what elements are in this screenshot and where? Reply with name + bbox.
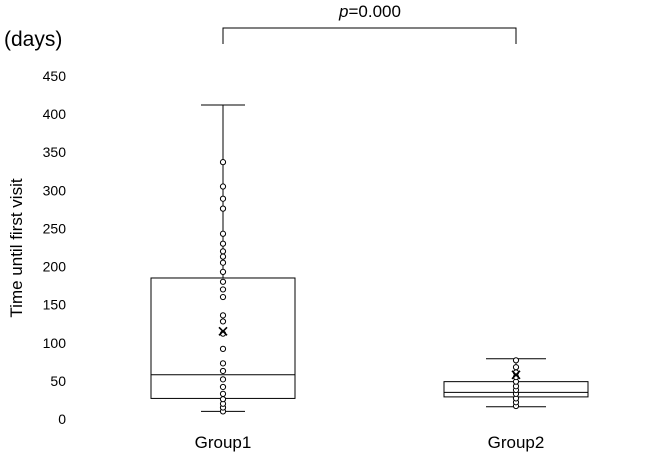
data-point: [219, 376, 227, 383]
x-axis-labels: Group1 Group2: [195, 433, 545, 452]
y-tick-label: 0: [58, 411, 66, 427]
data-point: [219, 240, 227, 247]
y-tick-label: 200: [43, 259, 67, 275]
x-category-label: Group2: [488, 433, 545, 452]
data-point: [219, 293, 227, 301]
y-tick-label: 400: [43, 106, 67, 122]
y-axis-title: Time until first visit: [7, 178, 26, 317]
data-point: [219, 183, 227, 190]
p-symbol: p: [338, 2, 348, 21]
data-point: [219, 312, 227, 319]
data-point: [219, 390, 227, 397]
mean-marker: [218, 326, 228, 336]
data-points: [218, 159, 521, 415]
data-point: [219, 195, 227, 202]
data-point: [219, 159, 227, 166]
x-category-label: Group1: [195, 433, 252, 452]
data-point: [219, 318, 227, 325]
y-unit-label: (days): [4, 28, 62, 51]
data-point: [219, 345, 227, 352]
data-point: [219, 205, 227, 212]
data-point: [219, 367, 227, 375]
significance-bracket: p=0.000: [222, 2, 517, 44]
y-tick-label: 350: [43, 144, 67, 160]
data-point: [512, 364, 520, 371]
data-point: [219, 383, 227, 391]
p-value-label: p=0.000: [338, 2, 401, 21]
y-tick-label: 300: [43, 182, 67, 198]
box-layer: [150, 104, 589, 412]
data-point: [219, 253, 227, 260]
data-point: [219, 268, 227, 275]
y-tick-label: 150: [43, 297, 67, 313]
y-tick-label: 50: [50, 373, 66, 389]
data-point: [219, 259, 227, 266]
y-axis: 0 50 100 150 200 250 300 350 400 450: [43, 68, 67, 427]
data-point: [219, 230, 227, 237]
data-point: [219, 278, 227, 285]
data-point: [219, 248, 227, 255]
data-point: [219, 360, 227, 367]
y-tick-label: 250: [43, 220, 67, 236]
bracket-line: [222, 27, 517, 44]
p-value: =0.000: [348, 2, 400, 21]
y-tick-label: 100: [43, 335, 67, 351]
data-point: [219, 286, 227, 293]
data-point: [219, 396, 227, 403]
mean-marker: [511, 370, 521, 380]
data-point: [512, 357, 520, 364]
y-tick-label: 450: [43, 68, 67, 84]
